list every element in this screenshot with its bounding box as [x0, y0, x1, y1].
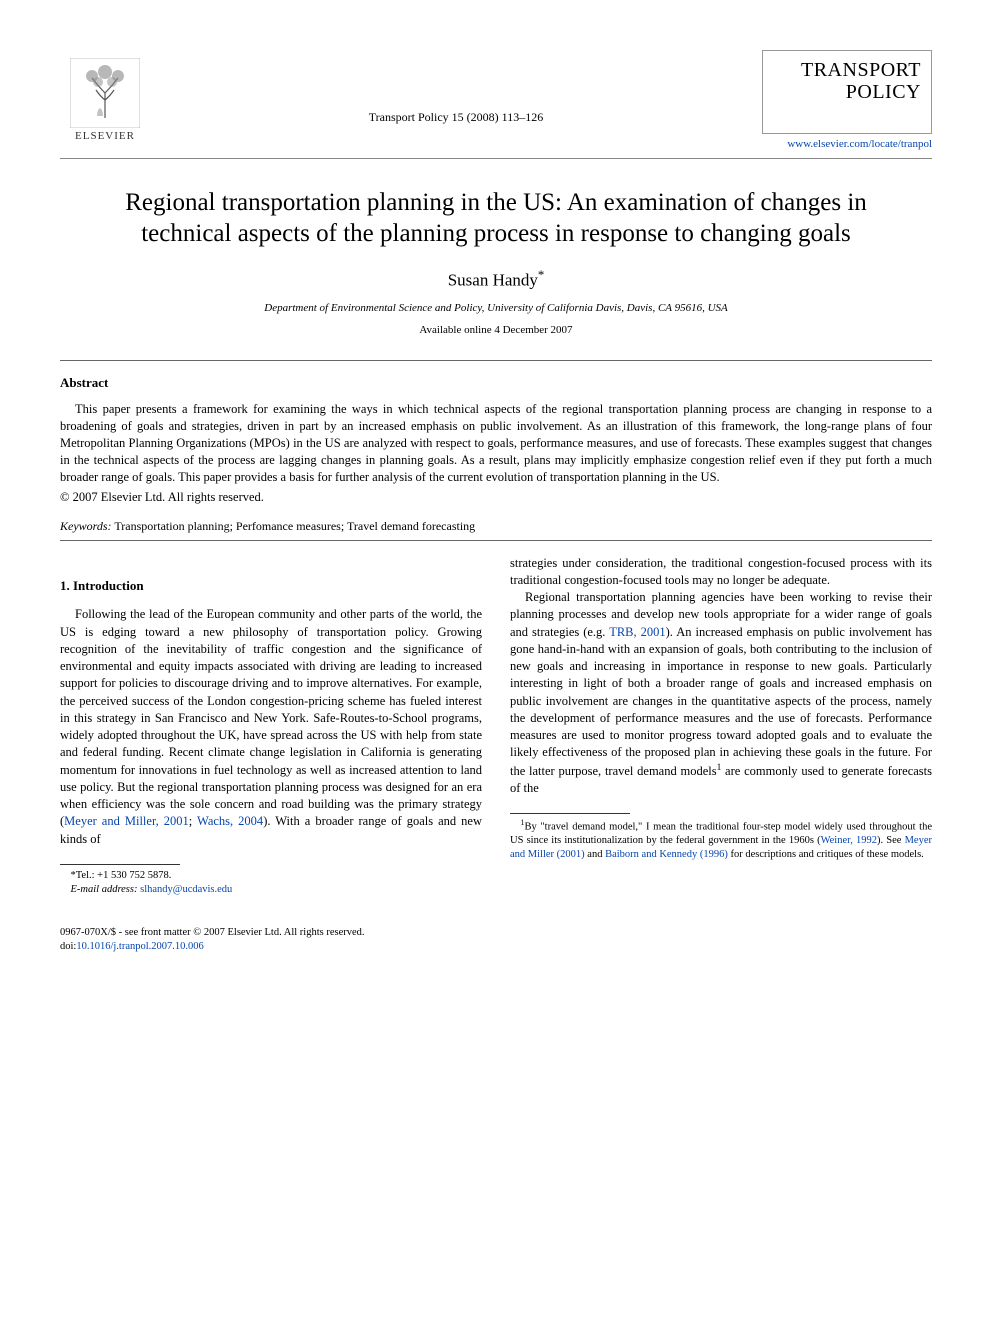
body-columns: 1. Introduction Following the lead of th…: [60, 555, 932, 955]
journal-citation: Transport Policy 15 (2008) 113–126: [150, 50, 762, 125]
abstract-rule-bottom: [60, 540, 932, 541]
author-name: Susan Handy: [448, 270, 538, 289]
author-marker: *: [538, 268, 544, 282]
header: ELSEVIER Transport Policy 15 (2008) 113–…: [60, 50, 932, 150]
abstract-text: This paper presents a framework for exam…: [60, 401, 932, 485]
footnote-1: 1By "travel demand model," I mean the tr…: [510, 818, 932, 861]
publisher-logo-block: ELSEVIER: [60, 50, 150, 150]
citation-wachs[interactable]: Wachs, 2004: [197, 814, 263, 828]
email-address[interactable]: slhandy@ucdavis.edu: [137, 884, 232, 895]
abstract-rule-top: [60, 360, 932, 361]
author-line: Susan Handy*: [60, 268, 932, 291]
corresponding-email: E-mail address: slhandy@ucdavis.edu: [60, 883, 482, 897]
publisher-name: ELSEVIER: [75, 130, 135, 142]
corresponding-tel: *Tel.: +1 530 752 5878.: [60, 869, 482, 883]
journal-title-block: TRANSPORT POLICY www.elsevier.com/locate…: [762, 50, 932, 150]
available-online: Available online 4 December 2007: [60, 324, 932, 336]
keywords-label: Keywords:: [60, 519, 112, 533]
citation-meyer-miller[interactable]: Meyer and Miller, 2001: [64, 814, 189, 828]
doi-link[interactable]: 10.1016/j.tranpol.2007.10.006: [76, 941, 203, 952]
citation-weiner[interactable]: Weiner, 1992: [821, 835, 877, 846]
intro-para-2: Regional transportation planning agencie…: [510, 589, 932, 797]
citation-trb[interactable]: TRB, 2001: [609, 625, 665, 639]
intro-para-1-cont: strategies under consideration, the trad…: [510, 555, 932, 590]
affiliation: Department of Environmental Science and …: [60, 302, 932, 314]
elsevier-logo: ELSEVIER: [60, 50, 150, 150]
abstract-heading: Abstract: [60, 375, 932, 391]
keywords-text: Transportation planning; Perfomance meas…: [112, 519, 476, 533]
right-column: strategies under consideration, the trad…: [510, 555, 932, 955]
issn-line: 0967-070X/$ - see front matter © 2007 El…: [60, 926, 482, 940]
section-1-heading: 1. Introduction: [60, 577, 482, 595]
footnote-rule-right: [510, 813, 630, 814]
footer-block: 0967-070X/$ - see front matter © 2007 El…: [60, 926, 482, 954]
intro-para-1: Following the lead of the European commu…: [60, 606, 482, 848]
header-divider: [60, 158, 932, 159]
journal-title-line1: TRANSPORT: [773, 59, 921, 81]
doi-line: doi:10.1016/j.tranpol.2007.10.006: [60, 940, 482, 954]
footnote-rule-left: [60, 864, 180, 865]
journal-title-box: TRANSPORT POLICY: [762, 50, 932, 134]
article-title: Regional transportation planning in the …: [80, 187, 912, 250]
abstract-copyright: © 2007 Elsevier Ltd. All rights reserved…: [60, 490, 932, 505]
citation-baiborn[interactable]: Baiborn and Kennedy (1996): [605, 849, 728, 860]
journal-url[interactable]: www.elsevier.com/locate/tranpol: [762, 138, 932, 150]
email-label: E-mail address:: [71, 884, 138, 895]
keywords-line: Keywords: Transportation planning; Perfo…: [60, 519, 932, 534]
elsevier-tree-icon: [70, 58, 140, 128]
left-column: 1. Introduction Following the lead of th…: [60, 555, 482, 955]
journal-title-line2: POLICY: [773, 81, 921, 103]
